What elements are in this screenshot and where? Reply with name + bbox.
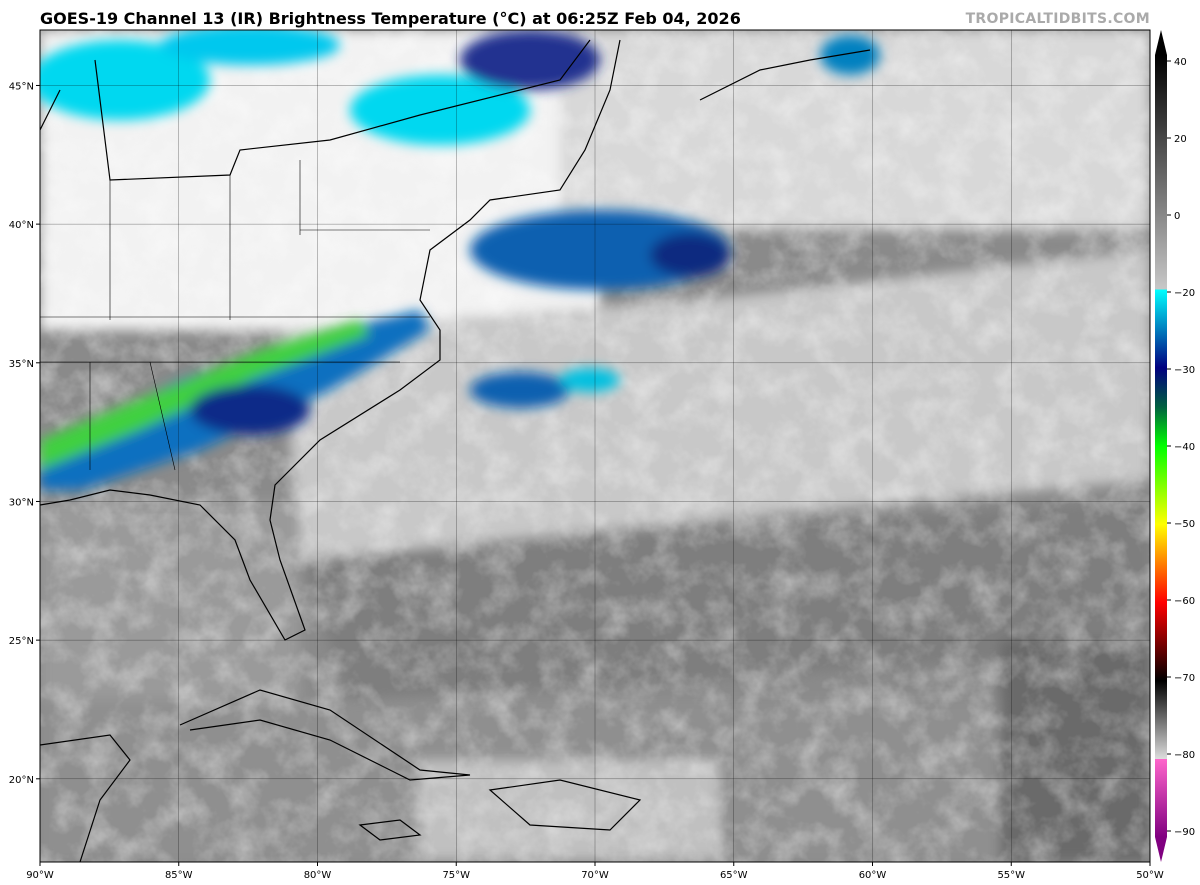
map-title: GOES-19 Channel 13 (IR) Brightness Tempe… bbox=[40, 9, 741, 28]
colorbar-tick-label: −50 bbox=[1174, 519, 1195, 530]
watermark: TROPICALTIDBITS.COM bbox=[965, 11, 1150, 27]
coastlines bbox=[40, 39, 871, 862]
colorbar-tick-label: −90 bbox=[1174, 827, 1195, 838]
lon-tick-label: 85°W bbox=[165, 870, 193, 881]
colorbar-tick-label: −20 bbox=[1174, 288, 1195, 299]
longitude-axis: 90°W 85°W 80°W 75°W 70°W 65°W 60°W 55°W 50°W bbox=[26, 862, 1164, 881]
colorbar-tick-label: 20 bbox=[1174, 134, 1187, 145]
lat-tick-label: 25°N bbox=[9, 636, 34, 647]
colorbar-tick-label: −40 bbox=[1174, 442, 1195, 453]
lon-tick-label: 75°W bbox=[442, 870, 470, 881]
colorbar: 40 20 0 −20 −30 −40 −50 −60 −70 −80 −90 bbox=[1155, 30, 1195, 862]
colorbar-extend-bottom bbox=[1155, 837, 1167, 862]
latitude-axis: 20°N 25°N 30°N 35°N 40°N 45°N bbox=[9, 81, 40, 786]
colorbar-tick-label: −30 bbox=[1174, 365, 1195, 376]
lon-tick-label: 70°W bbox=[581, 870, 609, 881]
lat-tick-label: 30°N bbox=[9, 497, 34, 508]
state-borders bbox=[40, 160, 430, 471]
lat-tick-label: 40°N bbox=[9, 220, 34, 231]
ir-imagery bbox=[40, 30, 1150, 862]
colorbar-tick-label: −60 bbox=[1174, 596, 1195, 607]
colorbar-tick-label: 0 bbox=[1174, 211, 1180, 222]
lon-tick-label: 90°W bbox=[26, 870, 54, 881]
lat-tick-label: 35°N bbox=[9, 359, 34, 370]
colorbar-extend-top bbox=[1155, 30, 1167, 55]
colorbar-tick-label: −70 bbox=[1174, 673, 1195, 684]
lon-tick-label: 50°W bbox=[1136, 870, 1164, 881]
lat-tick-label: 20°N bbox=[9, 775, 34, 786]
cold-cloud-tops bbox=[40, 30, 880, 490]
lon-tick-label: 55°W bbox=[997, 870, 1025, 881]
colorbar-tick-label: 40 bbox=[1174, 57, 1187, 68]
colorbar-tick-label: −80 bbox=[1174, 750, 1195, 761]
lon-tick-label: 65°W bbox=[720, 870, 748, 881]
lon-tick-label: 60°W bbox=[859, 870, 887, 881]
lat-tick-label: 45°N bbox=[9, 81, 34, 92]
colorbar-fill bbox=[1155, 55, 1167, 837]
lon-tick-label: 80°W bbox=[304, 870, 332, 881]
